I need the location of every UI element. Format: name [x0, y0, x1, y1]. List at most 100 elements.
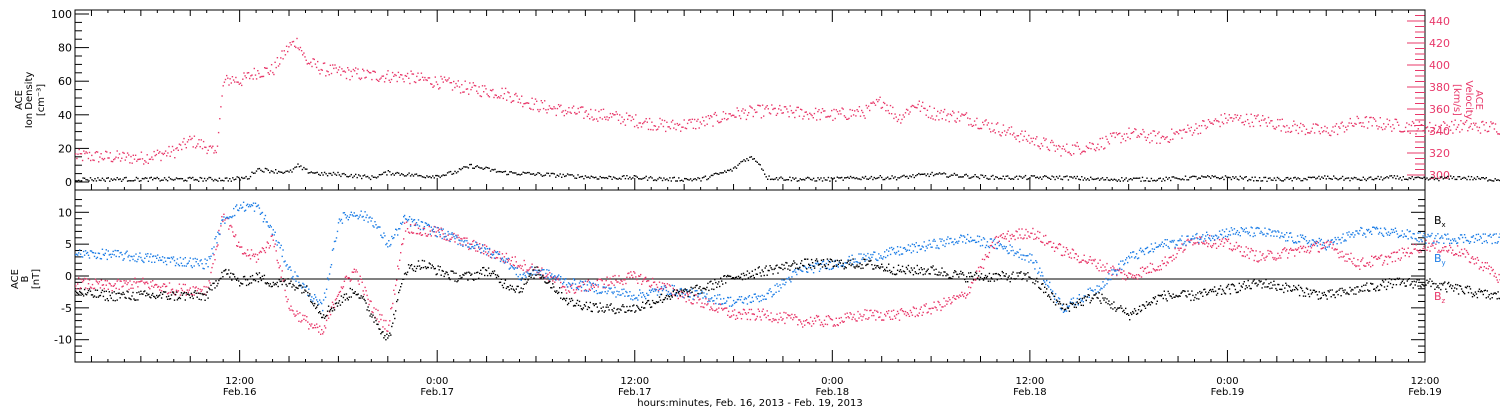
velocity-point	[816, 119, 818, 121]
velocity-point	[1271, 120, 1273, 122]
velocity-point	[284, 54, 287, 56]
bz-point	[106, 280, 108, 282]
bz-point	[454, 241, 456, 243]
bz-point	[344, 276, 347, 278]
velocity-point	[341, 68, 343, 70]
density-point	[845, 177, 847, 179]
bz-point	[1295, 249, 1298, 251]
velocity-point	[1152, 130, 1154, 132]
density-point	[1227, 176, 1230, 179]
bz-point	[731, 310, 734, 312]
bz-point	[1404, 255, 1406, 257]
bz-point	[1199, 236, 1201, 238]
density-point	[872, 178, 874, 181]
density-point	[875, 177, 877, 180]
bz-point	[89, 286, 92, 288]
bz-point	[1042, 241, 1044, 244]
bz-point	[1277, 252, 1279, 255]
bz-point	[608, 284, 610, 286]
density-point	[562, 173, 564, 176]
velocity-point	[366, 69, 368, 72]
velocity-point	[1150, 132, 1152, 134]
velocity-point	[1470, 123, 1472, 125]
density-point	[156, 176, 158, 179]
bz-point	[846, 312, 848, 314]
bz-point	[1125, 279, 1127, 281]
density-point	[1312, 176, 1314, 178]
velocity-point	[677, 124, 680, 126]
velocity-point	[720, 120, 722, 123]
bz-point	[1122, 278, 1124, 280]
bz-point	[79, 288, 81, 290]
bz-point	[447, 234, 449, 236]
velocity-point	[1279, 119, 1281, 121]
density-point	[1201, 175, 1203, 177]
density-point	[484, 167, 486, 170]
bz-point	[616, 281, 618, 283]
velocity-point	[305, 59, 307, 61]
velocity-point	[1215, 120, 1218, 122]
bz-point	[823, 319, 826, 321]
velocity-point	[1139, 133, 1142, 135]
velocity-point	[681, 126, 683, 128]
velocity-point	[630, 119, 632, 122]
bz-point	[970, 286, 972, 289]
bz-point	[442, 233, 444, 235]
velocity-point	[463, 91, 465, 93]
velocity-point	[1083, 150, 1085, 152]
bz-point	[529, 267, 531, 269]
bz-point	[1373, 256, 1375, 259]
velocity-point	[510, 101, 512, 104]
velocity-point	[887, 109, 889, 112]
velocity-point	[238, 83, 240, 85]
bz-point	[116, 280, 118, 282]
density-point	[486, 167, 489, 169]
velocity-point	[892, 106, 894, 109]
bz-point	[820, 321, 823, 324]
by-point	[77, 254, 79, 256]
velocity-point	[1198, 125, 1200, 127]
bz-point	[1212, 244, 1214, 247]
density-point	[1353, 176, 1356, 179]
bz-point	[957, 295, 959, 297]
bz-point	[570, 284, 573, 286]
bz-point	[1319, 243, 1321, 246]
velocity-point	[896, 120, 899, 123]
bz-point	[1056, 247, 1059, 250]
bz-point	[539, 276, 541, 279]
velocity-point	[235, 76, 237, 79]
density-point	[929, 173, 932, 175]
velocity-point	[363, 70, 365, 72]
bz-point	[941, 306, 943, 308]
bz-point	[964, 292, 966, 294]
velocity-point	[1293, 120, 1295, 122]
by-point	[124, 253, 126, 255]
by-point	[104, 252, 106, 255]
density-point	[1198, 177, 1200, 179]
velocity-point	[1309, 132, 1311, 134]
velocity-point	[1184, 131, 1187, 133]
velocity-point	[926, 109, 929, 111]
bz-point	[562, 285, 564, 288]
density-point	[691, 180, 693, 182]
bz-point	[815, 314, 818, 317]
velocity-point	[1348, 122, 1350, 124]
velocity-point	[186, 141, 189, 143]
velocity-point	[94, 152, 96, 154]
velocity-point	[497, 96, 500, 98]
velocity-point	[1498, 133, 1500, 135]
velocity-tick-label: 420	[1429, 37, 1450, 50]
velocity-point	[533, 103, 536, 105]
time-tick-label: 12:00	[1411, 376, 1440, 387]
bz-point	[431, 229, 433, 231]
velocity-point	[133, 158, 136, 160]
velocity-point	[1429, 121, 1431, 124]
density-point	[451, 173, 453, 175]
velocity-point	[1245, 113, 1248, 116]
bz-point	[511, 256, 513, 258]
velocity-point	[958, 120, 961, 122]
density-point	[715, 172, 717, 174]
density-point	[915, 175, 917, 177]
density-point	[864, 175, 867, 178]
density-point	[255, 170, 258, 172]
